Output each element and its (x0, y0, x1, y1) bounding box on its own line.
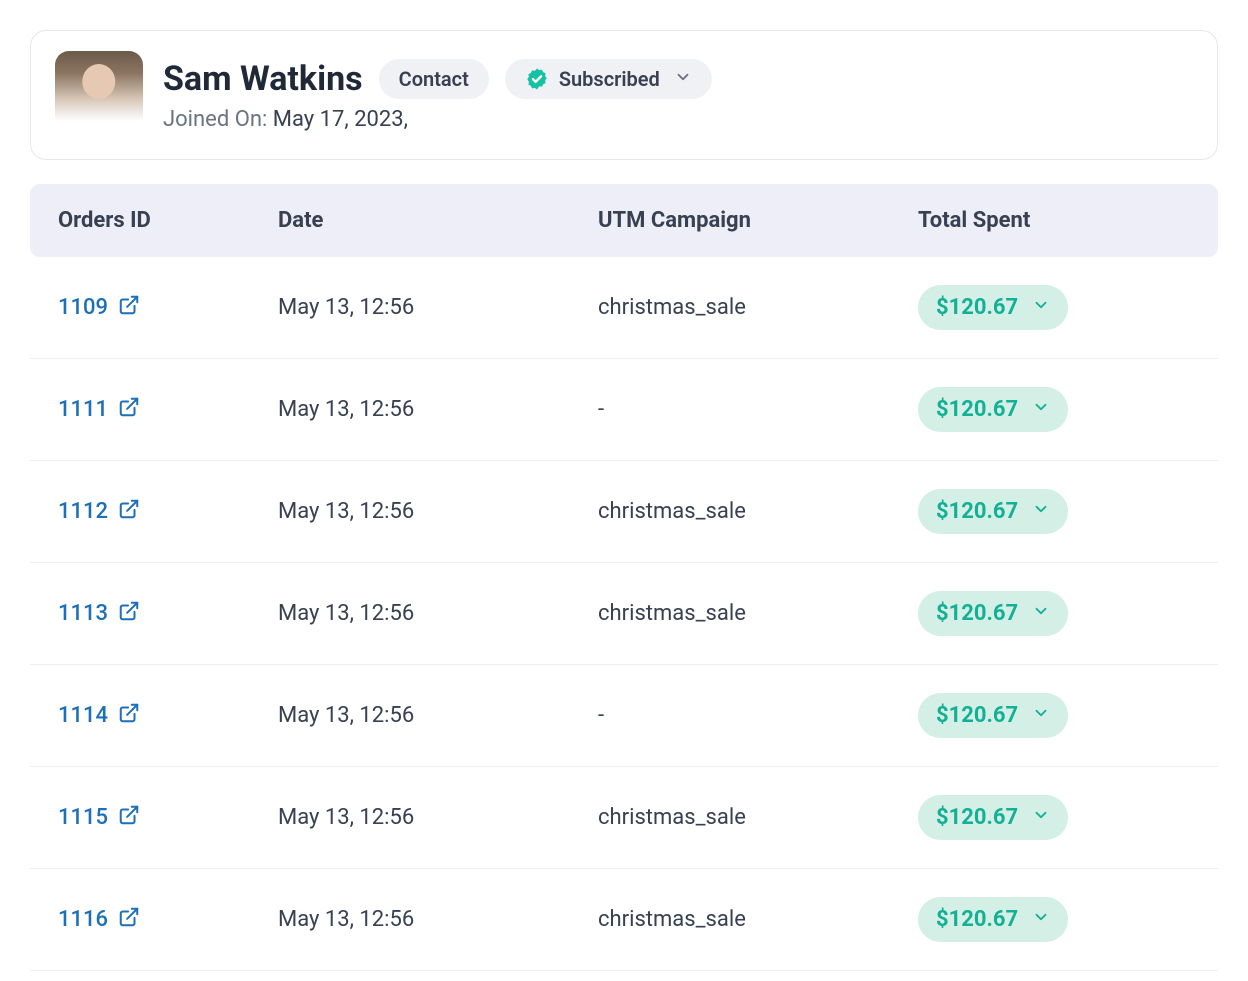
total-spent-value: $120.67 (936, 295, 1018, 320)
order-id-text: 1116 (58, 907, 108, 932)
table-row: 1111 May 13, 12:56-$120.67 (30, 359, 1218, 461)
subscription-status-label: Subscribed (559, 67, 660, 91)
order-campaign: christmas_sale (598, 499, 918, 524)
order-campaign: christmas_sale (598, 907, 918, 932)
orders-table: Orders ID Date UTM Campaign Total Spent … (30, 184, 1218, 971)
joined-date: May 17, 2023, (273, 107, 408, 132)
table-row: 1113 May 13, 12:56christmas_sale $120.67 (30, 563, 1218, 665)
total-spent-dropdown[interactable]: $120.67 (918, 387, 1068, 432)
table-row: 1109 May 13, 12:56christmas_sale $120.67 (30, 257, 1218, 359)
external-link-icon (118, 498, 140, 526)
external-link-icon (118, 294, 140, 322)
order-campaign: - (598, 397, 918, 422)
order-id-text: 1113 (58, 601, 108, 626)
order-id-link[interactable]: 1116 (58, 906, 140, 934)
order-campaign: christmas_sale (598, 805, 918, 830)
customer-card: Sam Watkins Contact Subscribed (10, 10, 1238, 971)
total-spent-value: $120.67 (936, 907, 1018, 932)
order-id-link[interactable]: 1112 (58, 498, 140, 526)
order-id-link[interactable]: 1114 (58, 702, 140, 730)
total-spent-dropdown[interactable]: $120.67 (918, 897, 1068, 942)
external-link-icon (118, 906, 140, 934)
chevron-down-icon (674, 67, 692, 91)
joined-on: Joined On: May 17, 2023, (163, 107, 1193, 132)
total-spent-dropdown[interactable]: $120.67 (918, 795, 1068, 840)
header-info: Sam Watkins Contact Subscribed (163, 59, 1193, 132)
customer-name: Sam Watkins (163, 59, 363, 99)
order-id-link[interactable]: 1113 (58, 600, 140, 628)
col-orders-id: Orders ID (58, 208, 278, 233)
order-id-link[interactable]: 1109 (58, 294, 140, 322)
order-campaign: - (598, 703, 918, 728)
order-id-text: 1112 (58, 499, 108, 524)
total-spent-value: $120.67 (936, 397, 1018, 422)
order-date: May 13, 12:56 (278, 499, 598, 524)
col-date: Date (278, 208, 598, 233)
order-date: May 13, 12:56 (278, 703, 598, 728)
external-link-icon (118, 600, 140, 628)
table-header: Orders ID Date UTM Campaign Total Spent (30, 184, 1218, 257)
contact-button[interactable]: Contact (379, 59, 489, 99)
external-link-icon (118, 804, 140, 832)
order-campaign: christmas_sale (598, 601, 918, 626)
table-body: 1109May 13, 12:56christmas_sale$120.6711… (30, 257, 1218, 971)
table-row: 1116 May 13, 12:56christmas_sale $120.67 (30, 869, 1218, 971)
order-id-link[interactable]: 1111 (58, 396, 140, 424)
total-spent-value: $120.67 (936, 805, 1018, 830)
chevron-down-icon (1032, 805, 1050, 830)
total-spent-value: $120.67 (936, 499, 1018, 524)
order-date: May 13, 12:56 (278, 601, 598, 626)
table-row: 1112 May 13, 12:56christmas_sale $120.67 (30, 461, 1218, 563)
chevron-down-icon (1032, 703, 1050, 728)
total-spent-dropdown[interactable]: $120.67 (918, 693, 1068, 738)
chevron-down-icon (1032, 499, 1050, 524)
verified-icon (525, 67, 549, 91)
order-id-link[interactable]: 1115 (58, 804, 140, 832)
table-row: 1115 May 13, 12:56christmas_sale $120.67 (30, 767, 1218, 869)
chevron-down-icon (1032, 295, 1050, 320)
order-date: May 13, 12:56 (278, 397, 598, 422)
subscription-status-dropdown[interactable]: Subscribed (505, 59, 712, 99)
order-id-text: 1115 (58, 805, 108, 830)
chevron-down-icon (1032, 397, 1050, 422)
customer-header: Sam Watkins Contact Subscribed (30, 30, 1218, 160)
order-id-text: 1114 (58, 703, 108, 728)
total-spent-dropdown[interactable]: $120.67 (918, 285, 1068, 330)
total-spent-dropdown[interactable]: $120.67 (918, 591, 1068, 636)
col-total-spent: Total Spent (918, 208, 1190, 233)
col-utm-campaign: UTM Campaign (598, 208, 918, 233)
total-spent-value: $120.67 (936, 703, 1018, 728)
order-date: May 13, 12:56 (278, 805, 598, 830)
external-link-icon (118, 702, 140, 730)
order-date: May 13, 12:56 (278, 907, 598, 932)
avatar (55, 51, 143, 139)
total-spent-dropdown[interactable]: $120.67 (918, 489, 1068, 534)
order-campaign: christmas_sale (598, 295, 918, 320)
external-link-icon (118, 396, 140, 424)
joined-label: Joined On: (163, 107, 267, 132)
table-row: 1114 May 13, 12:56-$120.67 (30, 665, 1218, 767)
order-id-text: 1111 (58, 397, 108, 422)
contact-label: Contact (399, 67, 469, 91)
chevron-down-icon (1032, 907, 1050, 932)
order-date: May 13, 12:56 (278, 295, 598, 320)
header-top-row: Sam Watkins Contact Subscribed (163, 59, 1193, 99)
chevron-down-icon (1032, 601, 1050, 626)
order-id-text: 1109 (58, 295, 108, 320)
total-spent-value: $120.67 (936, 601, 1018, 626)
